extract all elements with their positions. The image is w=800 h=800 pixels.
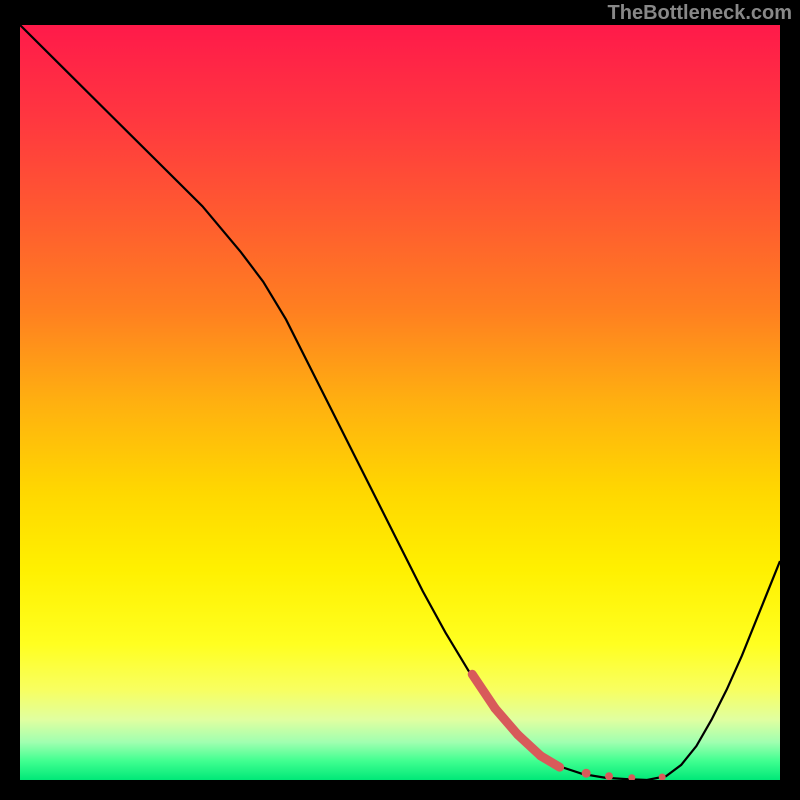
highlight-dot: [605, 772, 613, 780]
highlight-dot: [582, 769, 591, 778]
chart-container: [20, 25, 780, 780]
bottleneck-chart: [20, 25, 780, 780]
watermark-text: TheBottleneck.com: [608, 2, 792, 25]
